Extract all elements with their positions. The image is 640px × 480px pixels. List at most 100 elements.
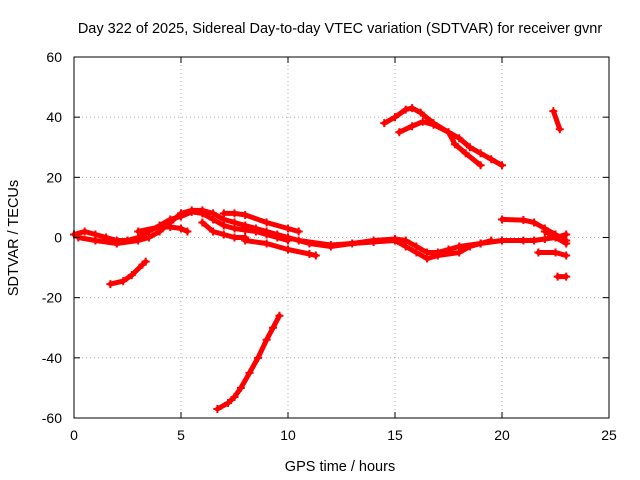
data-point: [177, 209, 185, 218]
data-point: [112, 239, 121, 248]
data-point: [284, 233, 292, 242]
data-point: [262, 218, 271, 227]
data-series-s13: [380, 104, 506, 170]
data-point: [273, 230, 282, 239]
data-point: [155, 222, 164, 231]
data-point: [562, 239, 571, 248]
data-point: [262, 239, 271, 248]
data-point: [209, 227, 218, 236]
axes: 0 5 10 15 20 25 -60 -40 -20 0 20 40 60: [42, 49, 617, 443]
data-series-s11: [540, 227, 571, 248]
data-series-s18: [213, 311, 284, 413]
data-point: [444, 128, 453, 137]
data-point: [369, 238, 378, 247]
data-point: [498, 236, 506, 245]
data-point: [408, 104, 417, 113]
data-point: [395, 128, 404, 137]
data-point: [455, 248, 464, 257]
series-track: [550, 108, 563, 132]
chart-title: Day 322 of 2025, Sidereal Day-to-day VTE…: [78, 21, 603, 37]
data-point: [187, 206, 196, 215]
data-point: [498, 161, 506, 170]
data-point: [209, 209, 218, 218]
data-point: [562, 272, 571, 281]
data-point: [269, 323, 278, 332]
x-axis-label: GPS time / hours: [285, 459, 395, 475]
data-point: [487, 236, 496, 245]
data-point: [455, 134, 464, 143]
data-point: [275, 311, 284, 320]
data-point: [219, 209, 228, 218]
data-point: [127, 271, 136, 280]
data-point: [476, 149, 485, 158]
data-series-s3: [134, 222, 192, 236]
y-tick-label: 40: [46, 109, 62, 125]
data-point: [219, 230, 228, 239]
data-point: [245, 368, 254, 377]
data-point: [284, 224, 292, 233]
data-point: [540, 235, 549, 244]
data-point: [236, 383, 245, 392]
data-point: [230, 392, 239, 401]
data-point: [294, 227, 303, 236]
series-track: [214, 313, 282, 412]
y-tick-label: -20: [42, 290, 62, 306]
series-track: [381, 105, 505, 168]
data-series-s12: [534, 248, 571, 260]
data-point: [551, 233, 560, 242]
data-point: [423, 254, 432, 263]
data-point: [487, 155, 496, 164]
x-tick-label: 20: [494, 427, 510, 443]
data-point: [144, 233, 153, 242]
data-point: [540, 227, 549, 236]
data-point: [534, 248, 543, 257]
data-point: [530, 218, 539, 227]
data-point: [119, 277, 128, 286]
y-axis-label: SDTVAR / TECUs: [6, 180, 22, 296]
data-point: [251, 224, 260, 233]
y-tick-label: -60: [42, 410, 62, 426]
data-point: [311, 251, 320, 260]
data-point: [465, 242, 474, 251]
data-point: [476, 161, 485, 170]
plot-data: [70, 104, 571, 413]
data-point: [408, 122, 417, 131]
x-tick-label: 10: [280, 427, 296, 443]
data-point: [418, 117, 427, 126]
data-point: [553, 272, 562, 281]
data-point: [551, 248, 560, 257]
data-point: [433, 251, 442, 260]
data-point: [241, 221, 250, 230]
data-point: [401, 105, 410, 114]
data-point: [530, 236, 539, 245]
data-series-s17: [106, 257, 150, 289]
data-point: [262, 335, 271, 344]
y-tick-label: 0: [54, 230, 62, 246]
data-series-s6: [241, 236, 320, 260]
data-series-s15: [549, 107, 564, 134]
x-tick-label: 0: [70, 427, 78, 443]
data-point: [91, 236, 100, 245]
data-point: [549, 107, 558, 116]
data-point: [230, 209, 239, 218]
data-series-s14: [395, 117, 485, 170]
data-point: [141, 257, 150, 266]
data-point: [476, 239, 485, 248]
data-point: [555, 125, 564, 134]
data-series-s5: [219, 209, 303, 236]
data-point: [230, 218, 239, 227]
data-point: [519, 216, 528, 225]
data-point: [230, 233, 239, 242]
x-tick-label: 15: [387, 427, 403, 443]
data-point: [213, 404, 222, 413]
data-point: [177, 224, 185, 233]
data-point: [391, 236, 399, 245]
y-tick-label: 20: [46, 169, 62, 185]
data-point: [562, 251, 571, 260]
data-point: [380, 119, 389, 128]
data-point: [80, 227, 89, 236]
data-point: [198, 206, 207, 215]
data-point: [391, 113, 399, 122]
x-tick-label: 25: [601, 427, 617, 443]
